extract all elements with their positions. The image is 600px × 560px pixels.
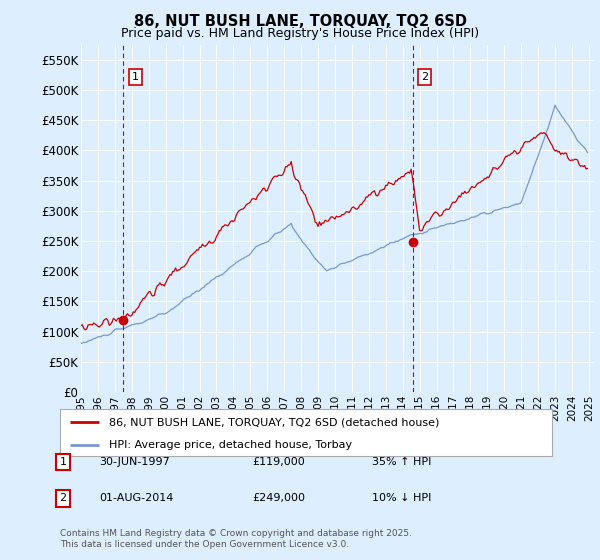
Text: 1: 1: [59, 457, 67, 467]
Text: 86, NUT BUSH LANE, TORQUAY, TQ2 6SD: 86, NUT BUSH LANE, TORQUAY, TQ2 6SD: [133, 14, 467, 29]
Text: 30-JUN-1997: 30-JUN-1997: [99, 457, 170, 467]
Text: HPI: Average price, detached house, Torbay: HPI: Average price, detached house, Torb…: [109, 440, 352, 450]
Text: 01-AUG-2014: 01-AUG-2014: [99, 493, 173, 503]
Text: Price paid vs. HM Land Registry's House Price Index (HPI): Price paid vs. HM Land Registry's House …: [121, 27, 479, 40]
Text: 2: 2: [59, 493, 67, 503]
Text: £119,000: £119,000: [252, 457, 305, 467]
Text: £249,000: £249,000: [252, 493, 305, 503]
Text: 86, NUT BUSH LANE, TORQUAY, TQ2 6SD (detached house): 86, NUT BUSH LANE, TORQUAY, TQ2 6SD (det…: [109, 417, 440, 427]
Text: Contains HM Land Registry data © Crown copyright and database right 2025.
This d: Contains HM Land Registry data © Crown c…: [60, 529, 412, 549]
Text: 35% ↑ HPI: 35% ↑ HPI: [372, 457, 431, 467]
Text: 10% ↓ HPI: 10% ↓ HPI: [372, 493, 431, 503]
Text: 2: 2: [421, 72, 428, 82]
Text: 1: 1: [132, 72, 139, 82]
